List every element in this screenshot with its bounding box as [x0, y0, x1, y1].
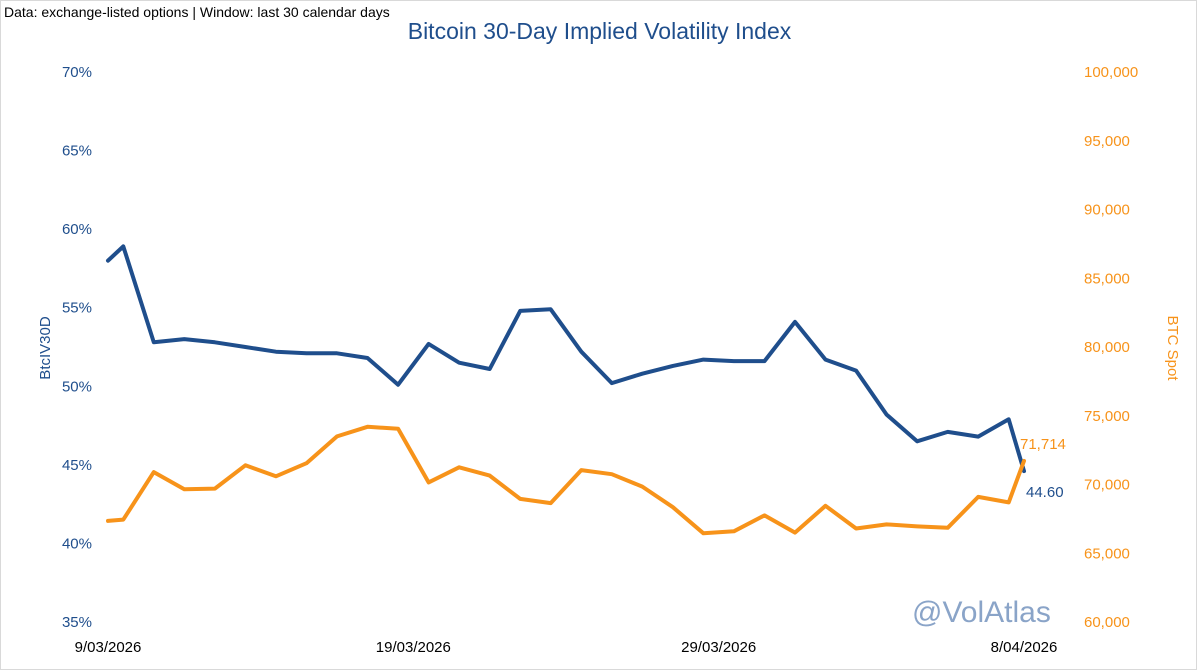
series-group: [106, 244, 1026, 536]
left-axis-title: BtcIV30D: [37, 316, 54, 380]
right-tick-label: 70,000: [1084, 477, 1130, 494]
x-tick-label: 29/03/2026: [681, 639, 756, 656]
x-axis-ticks: 9/03/2026 19/03/2026 29/03/2026 8/04/2026: [75, 639, 1058, 656]
right-tick-label: 75,000: [1084, 408, 1130, 425]
spot-end-label: 71,714: [1020, 436, 1066, 453]
x-tick-label: 19/03/2026: [376, 639, 451, 656]
right-tick-label: 80,000: [1084, 339, 1130, 356]
left-tick-label: 50%: [62, 378, 92, 395]
left-axis-ticks: 35% 40% 45% 50% 55% 60% 65% 70%: [62, 64, 92, 631]
left-tick-label: 60%: [62, 221, 92, 238]
x-tick-label: 9/03/2026: [75, 639, 142, 656]
left-tick-label: 65%: [62, 143, 92, 160]
left-tick-label: 40%: [62, 535, 92, 552]
right-tick-label: 85,000: [1084, 270, 1130, 287]
left-tick-label: 55%: [62, 300, 92, 317]
watermark: @VolAtlas: [912, 596, 1051, 629]
left-tick-label: 35%: [62, 614, 92, 631]
right-tick-label: 100,000: [1084, 64, 1138, 81]
right-axis-title: BTC Spot: [1164, 315, 1181, 381]
chart-title: Bitcoin 30-Day Implied Volatility Index: [407, 18, 792, 44]
right-tick-label: 95,000: [1084, 133, 1130, 150]
iv-series-line: [106, 244, 1026, 474]
x-tick-label: 8/04/2026: [991, 639, 1058, 656]
right-tick-label: 65,000: [1084, 545, 1130, 562]
right-tick-label: 60,000: [1084, 614, 1130, 631]
right-axis-ticks: 60,000 65,000 70,000 75,000 80,000 85,000 90,0…: [1084, 64, 1138, 631]
iv-end-label: 44.60: [1026, 484, 1064, 501]
spot-series-line: [106, 424, 1026, 536]
right-tick-label: 90,000: [1084, 202, 1130, 219]
source-note: Data: exchange-listed options | Window: …: [4, 4, 390, 20]
left-tick-label: 45%: [62, 457, 92, 474]
left-tick-label: 70%: [62, 64, 92, 81]
